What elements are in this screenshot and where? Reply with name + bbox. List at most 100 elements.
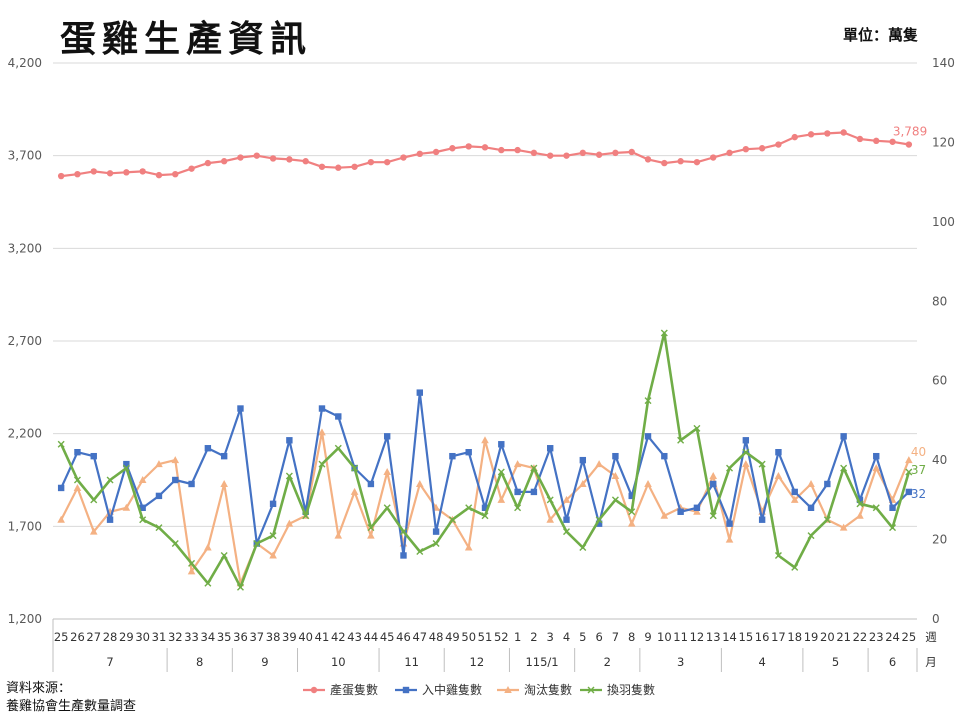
- y-left-tick-label: 1,200: [8, 612, 42, 626]
- data-point-molted: [302, 512, 310, 520]
- x-tick-label: 17: [771, 630, 786, 644]
- data-point-culled: [497, 495, 506, 503]
- page-title: 蛋雞生產資訊: [60, 18, 313, 60]
- data-point-molted: [742, 448, 750, 456]
- marker-stroke: [188, 559, 196, 567]
- data-point-molted: [889, 524, 897, 532]
- data-point-culled: [481, 436, 489, 444]
- data-point-egg: [269, 155, 277, 162]
- data-point-chick: [204, 445, 212, 452]
- x-tick-label: 47: [412, 630, 427, 644]
- marker-stroke: [840, 464, 848, 472]
- marker-stroke: [253, 540, 261, 548]
- x-tick-label: 3: [547, 630, 554, 644]
- data-point-chick: [628, 492, 635, 500]
- x-month-label: 6: [889, 655, 896, 669]
- x-month-label: 9: [261, 655, 268, 669]
- marker-stroke: [73, 476, 81, 484]
- marker-stroke: [448, 516, 456, 524]
- data-point-egg: [416, 150, 423, 158]
- y-left-tick-label: 1,700: [8, 519, 42, 533]
- legend-item-molted: 換羽隻數: [580, 682, 655, 697]
- y-axis-right-ticks: 0 20 40 60 80 100 120 140: [932, 56, 955, 626]
- data-point-molted: [905, 468, 913, 476]
- data-label-culled: 40: [911, 445, 926, 459]
- data-point-molted: [840, 464, 848, 472]
- x-axis-title-week: 週: [925, 630, 937, 644]
- x-month-label: 11: [404, 655, 419, 669]
- data-label-chick: 32: [911, 487, 926, 501]
- data-point-egg: [644, 156, 652, 163]
- x-tick-label: 48: [429, 630, 444, 644]
- x-tick-label: 2: [530, 630, 537, 644]
- data-point-chick: [220, 452, 228, 460]
- legend-swatch-marker: [310, 686, 318, 694]
- data-point-chick: [57, 484, 65, 492]
- y-right-tick-label: 120: [932, 135, 955, 149]
- marker-stroke: [774, 551, 782, 559]
- data-point-culled: [89, 527, 98, 535]
- data-point-culled: [464, 543, 473, 551]
- marker-stroke: [465, 504, 473, 512]
- data-point-molted: [563, 528, 571, 536]
- data-point-chick: [123, 460, 130, 468]
- data-point-chick: [432, 528, 440, 535]
- data-point-molted: [269, 532, 277, 540]
- data-point-molted: [57, 440, 65, 448]
- y-left-tick-label: 4,200: [8, 56, 42, 70]
- unit-label: 單位：萬隻: [842, 26, 918, 44]
- data-point-egg: [449, 145, 456, 152]
- data-point-egg: [873, 137, 880, 145]
- x-tick-label: 25: [54, 630, 69, 644]
- data-point-egg: [220, 158, 228, 165]
- x-tick-label: 42: [331, 630, 346, 644]
- data-point-egg: [253, 152, 260, 159]
- x-tick-label: 29: [119, 630, 134, 644]
- data-point-chick: [514, 488, 521, 496]
- x-tick-label: 41: [315, 630, 330, 644]
- data-point-chick: [726, 520, 733, 527]
- legend-item-chick: 入中雞隻數: [395, 682, 482, 697]
- data-point-chick: [693, 504, 701, 511]
- source-note: 資料來源： 養雞協會生產數量調查: [6, 680, 136, 716]
- marker-stroke: [155, 524, 163, 532]
- data-point-egg: [172, 171, 179, 178]
- data-point-chick: [840, 433, 847, 440]
- data-label-molted: 37: [911, 463, 926, 477]
- data-point-culled: [171, 456, 180, 464]
- data-point-chick: [677, 508, 684, 515]
- marker-stroke: [726, 464, 734, 472]
- series-line-egg: [61, 131, 909, 178]
- data-point-molted: [122, 464, 130, 472]
- data-point-egg: [612, 149, 619, 157]
- x-month-label: 5: [832, 655, 839, 669]
- x-tick-label: 10: [657, 630, 672, 644]
- data-point-chick: [449, 452, 456, 460]
- marker-stroke: [611, 496, 619, 504]
- x-tick-label: 8: [628, 630, 635, 644]
- marker-stroke: [90, 496, 98, 504]
- data-point-chick: [318, 405, 326, 412]
- data-point-egg: [905, 141, 913, 148]
- x-month-label: 10: [331, 655, 346, 669]
- x-month-label: 3: [677, 655, 684, 669]
- data-point-egg: [742, 145, 750, 153]
- x-tick-label: 20: [820, 630, 835, 644]
- data-point-culled: [856, 511, 864, 519]
- data-point-chick: [644, 433, 652, 440]
- data-point-chick: [465, 449, 472, 456]
- marker-stroke: [514, 504, 522, 512]
- data-point-egg: [889, 138, 896, 145]
- data-point-chick: [612, 452, 619, 460]
- data-point-molted: [611, 496, 619, 504]
- legend-swatch-marker: [402, 686, 410, 694]
- marker-stroke: [204, 579, 212, 587]
- data-point-molted: [188, 559, 196, 567]
- data-point-chick: [595, 520, 603, 527]
- marker-stroke: [399, 528, 407, 536]
- data-point-egg: [237, 154, 244, 161]
- marker-stroke: [742, 448, 750, 456]
- data-point-molted: [791, 563, 799, 571]
- data-point-culled: [285, 519, 294, 527]
- legend-label: 產蛋隻數: [330, 682, 378, 697]
